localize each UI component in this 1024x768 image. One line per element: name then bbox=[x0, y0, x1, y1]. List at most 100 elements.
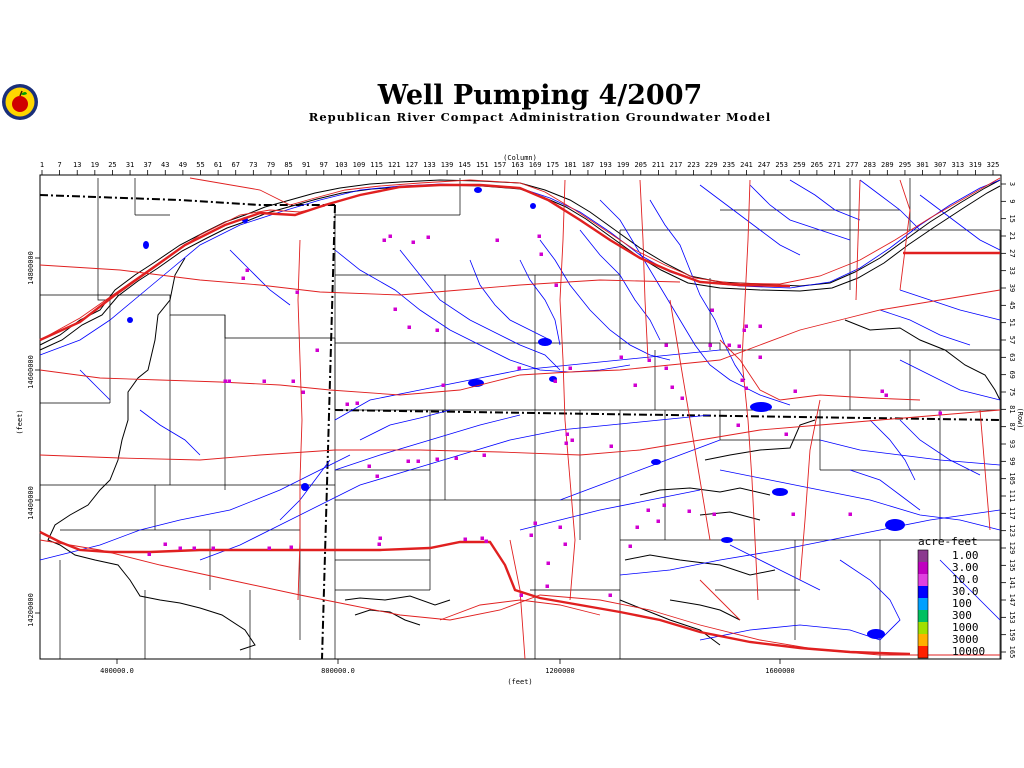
row-tick-label: 105 bbox=[1008, 472, 1016, 485]
reservoirs bbox=[127, 187, 905, 639]
pumping-cell bbox=[163, 542, 167, 546]
x-tick-label: 800000.0 bbox=[321, 667, 355, 675]
column-tick-label: 325 bbox=[987, 161, 1000, 169]
pumping-cell bbox=[454, 456, 458, 460]
column-tick-label: 163 bbox=[511, 161, 524, 169]
y-axis-label: (feet) bbox=[16, 409, 24, 434]
column-tick-label: 223 bbox=[687, 161, 700, 169]
row-axis: 3915212733394551576369758187939910511111… bbox=[1001, 182, 1016, 658]
column-tick-label: 313 bbox=[951, 161, 964, 169]
pumping-cell bbox=[558, 525, 562, 529]
pumping-cell bbox=[712, 512, 716, 516]
column-axis: 1 7 13 19 25 31 37 43 49 55 61 67 73 79 85 91 97 103 109 11… bbox=[40, 161, 999, 175]
row-tick-label: 33 bbox=[1008, 266, 1016, 274]
row-tick-label: 39 bbox=[1008, 284, 1016, 292]
pumping-cell bbox=[554, 283, 558, 287]
pumping-cell bbox=[793, 389, 797, 393]
row-tick-label: 9 bbox=[1008, 199, 1016, 203]
column-tick-label: 277 bbox=[846, 161, 859, 169]
column-tick-label: 229 bbox=[705, 161, 718, 169]
x-axis-ticks bbox=[116, 659, 781, 664]
pumping-cell bbox=[737, 344, 741, 348]
pumping-cell bbox=[480, 536, 484, 540]
pumping-cell bbox=[539, 252, 543, 256]
pumping-cell bbox=[662, 503, 666, 507]
pumping-cell bbox=[656, 519, 660, 523]
legend: acre-feet 1.003.0010.030.010030010003000… bbox=[917, 535, 985, 659]
legend-swatch bbox=[918, 610, 928, 622]
streams bbox=[39, 179, 1001, 641]
row-tick-label: 93 bbox=[1008, 440, 1016, 448]
column-tick-label: 175 bbox=[546, 161, 559, 169]
legend-label: 300 bbox=[952, 609, 972, 622]
pumping-cell bbox=[377, 542, 381, 546]
plot-frame bbox=[39, 174, 1002, 660]
legend-label: 10.0 bbox=[952, 573, 979, 586]
x-axis-label: (feet) bbox=[507, 678, 532, 686]
rrca-logo bbox=[2, 84, 38, 120]
pumping-cell bbox=[564, 441, 568, 445]
y-tick-label: 14400000 bbox=[27, 486, 35, 520]
row-tick-label: 15 bbox=[1008, 214, 1016, 222]
legend-label: 1000 bbox=[952, 621, 979, 634]
column-tick-label: 301 bbox=[916, 161, 929, 169]
row-tick-label: 165 bbox=[1008, 646, 1016, 659]
pumping-cell bbox=[367, 464, 371, 468]
row-tick-label: 81 bbox=[1008, 405, 1016, 413]
pumping-cell bbox=[291, 379, 295, 383]
legend-swatch bbox=[918, 598, 928, 610]
pumping-cell bbox=[608, 593, 612, 597]
pumping-cell bbox=[744, 324, 748, 328]
pumping-cell bbox=[710, 308, 714, 312]
pumping-cell bbox=[378, 536, 382, 540]
pumping-cell bbox=[147, 552, 151, 556]
column-tick-label: 13 bbox=[73, 161, 81, 169]
column-tick-label: 145 bbox=[458, 161, 471, 169]
y-tick-label: 14800000 bbox=[27, 251, 35, 285]
pumping-cell bbox=[880, 389, 884, 393]
pumping-cell bbox=[227, 379, 231, 383]
column-tick-label: 157 bbox=[494, 161, 507, 169]
column-tick-label: 103 bbox=[335, 161, 348, 169]
y-tick-label: 14600000 bbox=[27, 355, 35, 389]
pumping-cell bbox=[744, 386, 748, 390]
pumping-cell bbox=[646, 508, 650, 512]
pumping-cell bbox=[533, 521, 537, 525]
pumping-cell bbox=[758, 355, 762, 359]
pumping-cell bbox=[848, 512, 852, 516]
legend-label: 30.0 bbox=[952, 585, 979, 598]
pumping-cell bbox=[426, 235, 430, 239]
column-tick-label: 73 bbox=[249, 161, 257, 169]
column-tick-label: 235 bbox=[723, 161, 736, 169]
legend-label: 3000 bbox=[952, 633, 979, 646]
column-tick-label: 121 bbox=[388, 161, 401, 169]
row-tick-label: 51 bbox=[1008, 318, 1016, 326]
row-tick-label: 111 bbox=[1008, 490, 1016, 503]
pumping-cell bbox=[416, 459, 420, 463]
column-tick-label: 187 bbox=[582, 161, 595, 169]
column-tick-label: 1 bbox=[40, 161, 44, 169]
column-tick-label: 7 bbox=[58, 161, 62, 169]
column-tick-label: 49 bbox=[179, 161, 187, 169]
column-tick-label: 133 bbox=[423, 161, 436, 169]
pumping-cell bbox=[435, 328, 439, 332]
row-tick-label: 123 bbox=[1008, 524, 1016, 537]
map-title: Well Pumping 4/2007 bbox=[377, 80, 703, 111]
column-tick-label: 259 bbox=[793, 161, 806, 169]
pumping-cell bbox=[727, 343, 731, 347]
row-axis-label: (Row) bbox=[1016, 407, 1024, 428]
row-tick-label: 129 bbox=[1008, 542, 1016, 555]
pumping-cell bbox=[619, 355, 623, 359]
column-tick-label: 109 bbox=[353, 161, 366, 169]
pumping-cell bbox=[647, 358, 651, 362]
pumping-cell bbox=[295, 290, 299, 294]
pumping-cell bbox=[435, 457, 439, 461]
pumping-cell bbox=[211, 546, 215, 550]
pumping-cell bbox=[245, 268, 249, 272]
pumping-cell bbox=[628, 544, 632, 548]
legend-swatch bbox=[918, 550, 928, 562]
column-tick-label: 211 bbox=[652, 161, 665, 169]
pumping-cell bbox=[482, 453, 486, 457]
legend-swatch bbox=[918, 646, 928, 658]
pumping-cell bbox=[546, 561, 550, 565]
